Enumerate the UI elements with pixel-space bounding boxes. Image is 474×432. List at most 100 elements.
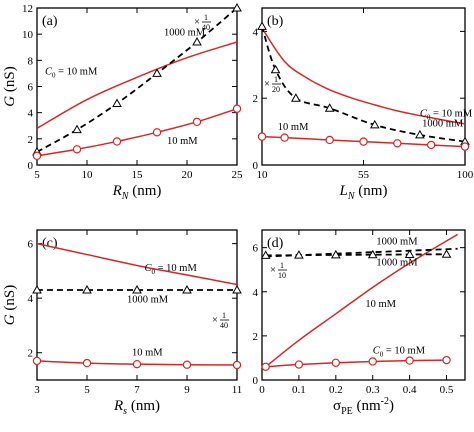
y-tick-label: 2 [253, 331, 259, 343]
svg-text:×: × [270, 265, 276, 276]
svg-text:40: 40 [220, 321, 228, 330]
annotation: 1000 mM [376, 236, 418, 247]
y-tick-label: 2 [28, 348, 34, 360]
data-point [405, 356, 414, 365]
y-tick-label: 6 [28, 82, 34, 94]
data-point [280, 133, 289, 142]
y-tick-label: 2 [253, 93, 259, 105]
svg-text:10: 10 [278, 271, 286, 280]
panel-a: 5 10 15 20 25 0 2 4 6 8 10 12 (a) RN (nm) G (nS) C0 = 1… [2, 2, 244, 202]
panel-c: 3 5 7 9 11 2 4 6 (c) Rs (nm) G (nS) C0 = 10 mM 1000 … [2, 229, 242, 417]
y-tick-label: 12 [22, 3, 33, 15]
annotation: 10 mM [167, 136, 198, 147]
y-tick-label: 10 [22, 29, 34, 41]
series-line [37, 41, 237, 130]
data-point [426, 140, 436, 150]
data-point [270, 64, 281, 74]
data-point [260, 250, 271, 259]
x-tick-label: 10 [257, 169, 269, 181]
data-point [294, 250, 304, 259]
data-point [257, 132, 267, 141]
annotation: 1000 mM [376, 257, 418, 268]
x-tick-label: 5 [34, 169, 40, 181]
data-point [82, 284, 92, 294]
y-tick-label: 6 [28, 239, 34, 251]
y-tick-label: 4 [28, 108, 34, 120]
data-point [72, 124, 82, 134]
data-point [368, 357, 377, 366]
y-tick-label: 6 [253, 243, 259, 255]
svg-text:×: × [194, 17, 200, 28]
data-point [359, 137, 368, 146]
scale-factor-label: × 140 [194, 13, 211, 32]
panel-d: 0 0.1 0.2 0.3 0.4 0.5 0 2 4 6 (d) σPE (nm-2) 1000 mM… [253, 229, 466, 417]
data-point [152, 68, 162, 77]
x-tick-label: 25 [232, 169, 244, 181]
x-tick-label: 100 [457, 169, 474, 181]
annotation: 10 mM [278, 122, 309, 133]
data-point [367, 249, 378, 259]
y-axis-label: G (nS) [2, 66, 18, 106]
svg-text:1: 1 [280, 261, 284, 270]
annotation: C0 = 10 mM [420, 109, 473, 122]
annotation: C0 = 10 mM [145, 263, 198, 276]
x-axis-label: σPE (nm-2) [333, 396, 394, 417]
scale-factor-label: × 110 [270, 261, 287, 280]
data-point [192, 37, 202, 46]
svg-text:20: 20 [272, 85, 280, 94]
svg-text:×: × [212, 315, 218, 326]
annotation: C0 = 10 mM [45, 67, 98, 80]
data-point [232, 104, 242, 113]
x-axis-label: LN (nm) [339, 183, 388, 202]
svg-text:1: 1 [204, 13, 208, 22]
data-point [441, 249, 452, 258]
y-axis-label: G (nS) [2, 285, 18, 325]
annotation: 1000 mM [164, 27, 206, 38]
series-line [262, 27, 465, 125]
svg-text:1: 1 [222, 311, 226, 320]
data-point [369, 119, 380, 129]
x-axis-label: RN (nm) [112, 183, 162, 202]
panel-label: (a) [42, 14, 58, 29]
data-point [331, 358, 341, 367]
y-tick-label: 0 [253, 160, 259, 172]
x-tick-label: 0.5 [440, 384, 454, 396]
panel-label: (c) [42, 236, 58, 251]
svg-text:×: × [264, 79, 270, 90]
series-line [37, 108, 237, 157]
data-point [232, 360, 242, 370]
data-point [32, 151, 42, 161]
scale-factor-label: × 140 [212, 311, 229, 330]
data-point [112, 137, 122, 146]
data-point [261, 362, 270, 371]
y-tick-label: 8 [28, 55, 34, 67]
data-point [132, 359, 142, 369]
data-point [325, 135, 334, 145]
annotation: 1000 mM [422, 119, 464, 130]
y-tick-label: 4 [28, 293, 34, 305]
x-tick-label: 0.1 [292, 384, 306, 396]
x-tick-label: 0.4 [403, 384, 417, 396]
data-point [82, 358, 92, 368]
x-tick-label: 3 [34, 384, 40, 396]
data-point [257, 21, 267, 30]
data-point [32, 356, 42, 366]
data-point [324, 103, 335, 112]
plot-frame [261, 229, 466, 381]
svg-text:1: 1 [274, 75, 278, 84]
data-point [294, 360, 304, 369]
data-point [182, 284, 192, 294]
x-tick-label: 0.2 [329, 384, 343, 396]
series-line [37, 242, 237, 286]
data-point [232, 2, 242, 12]
data-point [330, 249, 341, 259]
x-tick-label: 55 [358, 169, 370, 181]
data-point [290, 93, 301, 102]
data-point [442, 355, 451, 365]
data-point [152, 128, 162, 137]
x-tick-label: 5 [84, 384, 90, 396]
data-point [232, 284, 242, 294]
data-point [182, 360, 192, 369]
data-point [112, 98, 122, 108]
